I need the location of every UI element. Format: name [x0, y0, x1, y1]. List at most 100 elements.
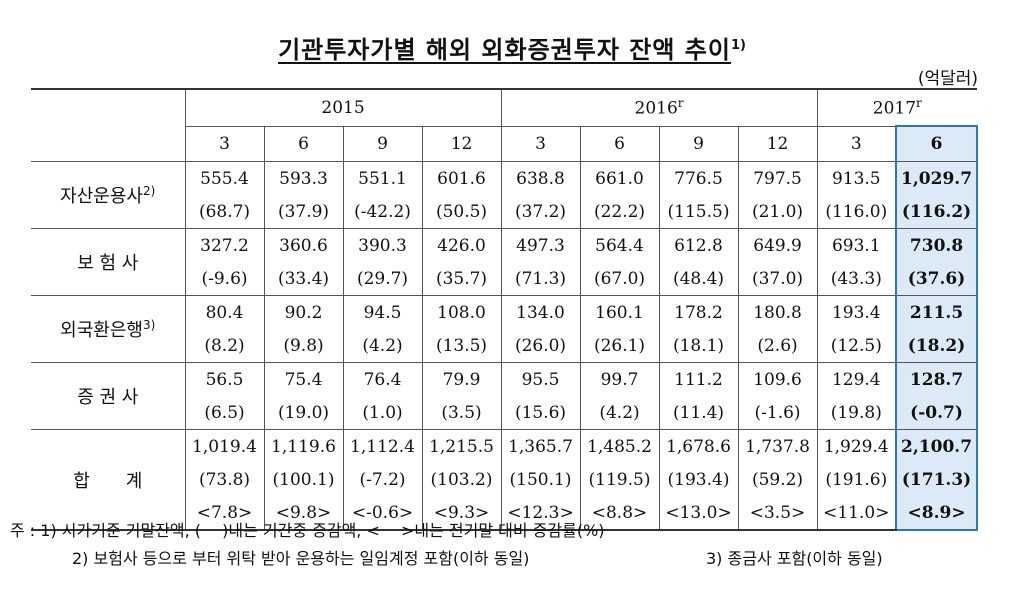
value-cell: 601.6 [421, 161, 502, 195]
value-cell: (19.0) [263, 396, 343, 430]
value-cell: 1,029.7 [895, 161, 979, 195]
value-cell: (35.7) [421, 262, 502, 296]
year-header: 2016r [500, 88, 818, 127]
table-row: 증 권 사 56.5 75.4 76.4 79.9 95.5 99.7 111.2 109.6 1… [31, 362, 979, 430]
value-cell: (13.5) [421, 329, 502, 363]
value-cell: 327.2 [184, 228, 264, 262]
value-cell: (11.4) [658, 396, 739, 430]
value-cell: (21.0) [737, 195, 818, 229]
value-cell: (-42.2) [342, 195, 422, 229]
value-cell: 913.5 [816, 161, 897, 195]
header-blank-cell [31, 88, 185, 162]
month-header: 12 [421, 126, 502, 162]
value-cell: 1,365.7 [500, 429, 581, 463]
value-cell: 1,678.6 [658, 429, 739, 463]
value-cell: (26.0) [500, 329, 581, 363]
table-row: (-9.6) (33.4) (29.7) (35.7) (71.3) (67.0) (48.… [31, 262, 979, 296]
category-cell: 자산운용사2) [31, 161, 185, 229]
category-label: 증 권 사 [77, 387, 139, 408]
table-row: (73.8) (100.1) (-7.2) (103.2) (150.1) (119.5)… [31, 463, 979, 496]
value-cell: 111.2 [658, 362, 739, 396]
value-cell: (-9.6) [184, 262, 264, 296]
month-header: 6 [579, 126, 660, 162]
value-cell: 693.1 [816, 228, 897, 262]
value-cell: (115.5) [658, 195, 739, 229]
value-cell: (29.7) [342, 262, 422, 296]
value-cell: (26.1) [579, 329, 660, 363]
value-cell: 730.8 [895, 228, 979, 262]
category-cell: 외국환은행3) [31, 295, 185, 363]
value-cell: <-0.6> [342, 496, 422, 531]
value-cell: 99.7 [579, 362, 660, 396]
value-cell: 360.6 [263, 228, 343, 262]
table-row: 자산운용사2) 555.4 593.3 551.1 601.6 638.8 661.0 776… [31, 161, 979, 229]
value-cell: (9.8) [263, 329, 343, 363]
year-label: 2017 [872, 98, 917, 119]
value-cell: <8.9> [895, 496, 979, 531]
value-cell: (3.5) [421, 396, 502, 430]
value-cell: <3.5> [737, 496, 818, 531]
year-header: 2017r [816, 88, 978, 127]
value-cell: (2.6) [737, 329, 818, 363]
value-cell: (191.6) [816, 463, 897, 496]
value-cell: (67.0) [579, 262, 660, 296]
value-cell: (71.3) [500, 262, 581, 296]
value-cell: (6.5) [184, 396, 264, 430]
value-cell: 776.5 [658, 161, 739, 195]
value-cell: 390.3 [342, 228, 422, 262]
value-cell: 160.1 [579, 295, 660, 329]
value-cell: 1,215.5 [421, 429, 502, 463]
value-cell: 211.5 [895, 295, 979, 329]
value-cell: (150.1) [500, 463, 581, 496]
value-cell: 661.0 [579, 161, 660, 195]
value-cell: 79.9 [421, 362, 502, 396]
value-cell: <11.0> [816, 496, 897, 531]
data-table: 2015 2016r 2017r 3 6 9 12 3 6 9 12 3 6 자산운용사2) 555.4 5… [31, 88, 979, 531]
value-cell: 612.8 [658, 228, 739, 262]
year-label: 2015 [321, 97, 365, 118]
value-cell: (171.3) [895, 463, 979, 496]
value-cell: 109.6 [737, 362, 818, 396]
value-cell: (37.2) [500, 195, 581, 229]
value-cell: 1,112.4 [342, 429, 422, 463]
value-cell: 129.4 [816, 362, 897, 396]
value-cell: 555.4 [184, 161, 264, 195]
value-cell: 178.2 [658, 295, 739, 329]
month-header: 9 [658, 126, 739, 162]
month-header: 3 [816, 126, 897, 162]
value-cell: 551.1 [342, 161, 422, 195]
value-cell: <12.3> [500, 496, 581, 531]
month-header: 3 [500, 126, 581, 162]
year-revision-mark: r [677, 96, 684, 111]
table-row: 합 계 1,019.4 1,119.6 1,112.4 1,215.5 1,365.7 1,… [31, 429, 979, 531]
value-cell: (59.2) [737, 463, 818, 496]
value-cell: 593.3 [263, 161, 343, 195]
value-cell: 1,929.4 [816, 429, 897, 463]
year-revision-mark: r [916, 96, 922, 111]
value-cell: (18.1) [658, 329, 739, 363]
unit-label: (억달러) [917, 69, 978, 89]
value-cell: 75.4 [263, 362, 343, 396]
category-label: 보 험 사 [77, 253, 139, 274]
value-cell: (1.0) [342, 396, 422, 430]
value-cell: <9.3> [421, 496, 502, 531]
table-row: 보 험 사 327.2 360.6 390.3 426.0 497.3 564.4 612.8… [31, 228, 979, 296]
value-cell: (68.7) [184, 195, 264, 229]
value-cell: (193.4) [658, 463, 739, 496]
value-cell: 56.5 [184, 362, 264, 396]
value-cell: 426.0 [421, 228, 502, 262]
value-cell: 1,485.2 [579, 429, 660, 463]
value-cell: 2,100.7 [895, 429, 979, 463]
year-label: 2016 [634, 99, 678, 120]
table-row: (6.5) (19.0) (1.0) (3.5) (15.6) (4.2) (11.4) (-… [31, 396, 979, 430]
value-cell: 95.5 [500, 362, 581, 396]
value-cell: (19.8) [816, 396, 897, 430]
category-footnote-mark: 2) [142, 184, 156, 198]
value-cell: 76.4 [342, 362, 422, 396]
value-cell: (50.5) [421, 195, 502, 229]
table-title-text: 기관투자가별 해외 외화증권투자 잔액 추이 [278, 36, 731, 64]
value-cell: (103.2) [421, 463, 502, 496]
value-cell: 108.0 [421, 295, 502, 329]
value-cell: (100.1) [263, 463, 343, 496]
note-3: 3) 종금사 포함(이하 동일) [706, 549, 883, 568]
